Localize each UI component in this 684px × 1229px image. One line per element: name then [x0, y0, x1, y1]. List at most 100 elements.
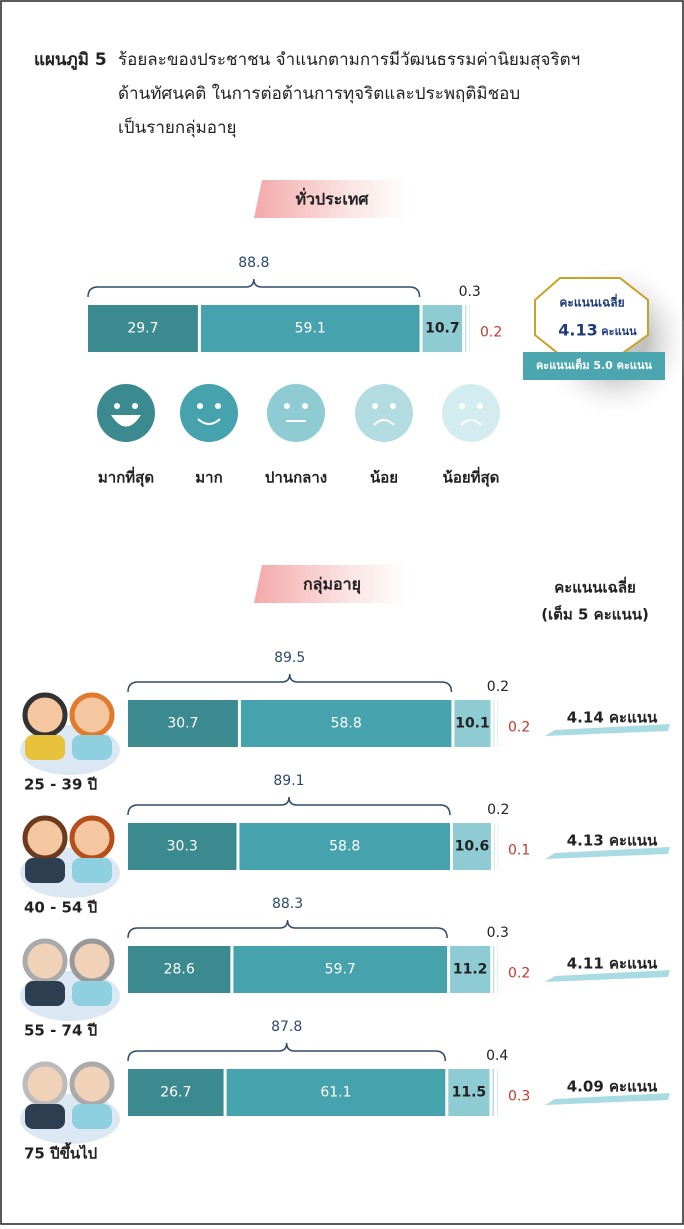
- level-label: ปานกลาง: [265, 469, 327, 487]
- person-body: [25, 858, 65, 883]
- value-label: 30.7: [167, 716, 198, 732]
- age-label: 25 - 39 ปี: [24, 776, 97, 794]
- person-body: [72, 1104, 112, 1129]
- person-head: [69, 815, 115, 861]
- bar-segment: [226, 1069, 446, 1116]
- score-label: 4.13 คะแนน: [567, 832, 658, 850]
- bar-segment: [465, 305, 467, 352]
- bar-segment: [492, 1069, 494, 1116]
- value-label: 58.8: [331, 716, 362, 732]
- score-underline: [545, 1093, 670, 1105]
- section-heading: กลุ่มอายุ: [303, 575, 361, 595]
- brace: [87, 278, 421, 298]
- score-label: 4.14 คะแนน: [567, 709, 658, 727]
- value-label: 26.7: [160, 1085, 191, 1101]
- level-label: มากที่สุด: [98, 467, 154, 488]
- value-label: 30.3: [167, 839, 198, 855]
- level-face: [180, 384, 238, 442]
- face-mouth: [373, 419, 395, 426]
- total-label: 88.3: [272, 896, 303, 912]
- score-heading: คะแนนเฉลี่ย: [554, 577, 636, 597]
- level-label: น้อยที่สุด: [443, 467, 500, 488]
- value-label: 0.3: [459, 284, 481, 300]
- bar-segment: [128, 1069, 224, 1116]
- bar-segment: [497, 700, 498, 747]
- person-body: [72, 735, 112, 760]
- bar-segment: [493, 946, 495, 993]
- value-label: 0.4: [486, 1048, 508, 1064]
- person-head: [69, 1061, 115, 1107]
- value-label: 0.2: [508, 720, 530, 736]
- face-mouth: [197, 418, 221, 425]
- level-label: มาก: [195, 469, 222, 487]
- value-label: 59.7: [325, 962, 356, 978]
- score-underline: [545, 724, 670, 736]
- value-label: 58.8: [329, 839, 360, 855]
- badge: [534, 277, 649, 356]
- bar-segment: [493, 700, 495, 747]
- bar-segment: [448, 1069, 490, 1116]
- badge-unit: คะแนน: [601, 325, 637, 338]
- value-label: 0.3: [487, 925, 509, 941]
- score-underline: [545, 970, 670, 982]
- face-mouth: [111, 415, 141, 427]
- value-label: 0.2: [480, 325, 502, 341]
- bar-segment: [200, 305, 420, 352]
- face-eye: [459, 403, 465, 409]
- bar-segment: [450, 946, 491, 993]
- bar-segment: [239, 823, 450, 870]
- value-label: 0.1: [508, 843, 530, 859]
- person-body: [72, 981, 112, 1006]
- person-head: [22, 692, 68, 738]
- face-eye: [477, 403, 483, 409]
- value-label: 10.7: [425, 321, 460, 337]
- bar-segment: [496, 1069, 498, 1116]
- brace: [127, 673, 453, 693]
- total-label: 89.5: [274, 650, 305, 666]
- level-face: [97, 384, 155, 442]
- bar-segment: [128, 700, 238, 747]
- total-label: 88.8: [238, 255, 269, 271]
- bar-segment: [233, 946, 448, 993]
- face-eye: [390, 403, 396, 409]
- person-head: [69, 692, 115, 738]
- bar-segment: [422, 305, 463, 352]
- bar-segment: [128, 946, 231, 993]
- value-label: 0.2: [508, 966, 530, 982]
- age-label: 55 - 74 ปี: [24, 1022, 97, 1040]
- total-label: 87.8: [271, 1019, 302, 1035]
- title-line: เป็นรายกลุ่มอายุ: [118, 116, 237, 138]
- value-label: 59.1: [295, 321, 326, 337]
- badge-score: 4.13: [558, 321, 597, 340]
- face-eye: [372, 403, 378, 409]
- face-eye: [197, 403, 203, 409]
- heading-tag: [254, 180, 410, 218]
- bar-segment: [88, 305, 198, 352]
- person-body: [25, 1104, 65, 1129]
- value-label: 61.1: [320, 1085, 351, 1101]
- value-label: 10.1: [455, 716, 490, 732]
- bar-segment: [493, 823, 495, 870]
- title-line: ด้านทัศนคติ ในการต่อต้านการทุจริตและประพ…: [118, 83, 520, 104]
- face-eye: [284, 403, 290, 409]
- value-label: 28.6: [164, 962, 195, 978]
- brace: [127, 1042, 447, 1062]
- face-eye: [132, 403, 138, 409]
- badge-full: คะแนนเต็ม 5.0 คะแนน: [536, 358, 653, 372]
- brace: [127, 796, 451, 816]
- bar-segment: [497, 946, 498, 993]
- age-label: 40 - 54 ปี: [24, 899, 97, 917]
- value-label: 29.7: [127, 321, 158, 337]
- value-label: 11.2: [453, 962, 488, 978]
- level-face: [267, 384, 325, 442]
- bar-segment: [497, 823, 499, 870]
- badge-label: คะแนนเฉลี่ย: [559, 294, 624, 310]
- value-label: 11.5: [452, 1085, 487, 1101]
- face-eye: [302, 403, 308, 409]
- person-body: [25, 735, 65, 760]
- face-eye: [114, 403, 120, 409]
- bar-segment: [128, 823, 237, 870]
- person-head: [69, 938, 115, 984]
